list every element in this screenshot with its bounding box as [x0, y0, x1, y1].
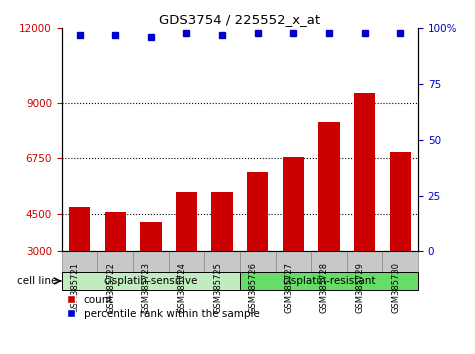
- Text: cell line: cell line: [17, 276, 57, 286]
- FancyBboxPatch shape: [240, 251, 276, 272]
- Text: GSM385727: GSM385727: [285, 262, 293, 313]
- FancyBboxPatch shape: [169, 251, 204, 272]
- Bar: [176, 192, 197, 326]
- FancyBboxPatch shape: [133, 251, 169, 272]
- Text: GSM385722: GSM385722: [106, 262, 115, 313]
- Text: cisplatin-sensitive: cisplatin-sensitive: [104, 276, 198, 286]
- Bar: [318, 122, 340, 326]
- Bar: [140, 222, 162, 326]
- Legend: count, percentile rank within the sample: count, percentile rank within the sample: [67, 295, 259, 319]
- Text: GSM385724: GSM385724: [178, 262, 186, 313]
- Text: cisplatin-resistant: cisplatin-resistant: [282, 276, 376, 286]
- Text: GSM385721: GSM385721: [71, 262, 80, 313]
- Bar: [390, 152, 411, 326]
- Text: GSM385729: GSM385729: [356, 262, 365, 313]
- FancyBboxPatch shape: [204, 251, 240, 272]
- Text: GSM385723: GSM385723: [142, 262, 151, 313]
- Text: GSM385726: GSM385726: [249, 262, 257, 313]
- Text: GSM385725: GSM385725: [213, 262, 222, 313]
- Bar: [354, 93, 375, 326]
- Text: GSM385730: GSM385730: [391, 262, 400, 313]
- Bar: [283, 157, 304, 326]
- Title: GDS3754 / 225552_x_at: GDS3754 / 225552_x_at: [159, 13, 321, 26]
- FancyBboxPatch shape: [62, 251, 97, 272]
- FancyBboxPatch shape: [311, 251, 347, 272]
- FancyBboxPatch shape: [347, 251, 382, 272]
- Bar: [247, 172, 268, 326]
- FancyBboxPatch shape: [240, 272, 418, 290]
- FancyBboxPatch shape: [382, 251, 418, 272]
- Bar: [104, 212, 126, 326]
- FancyBboxPatch shape: [97, 251, 133, 272]
- FancyBboxPatch shape: [276, 251, 311, 272]
- FancyBboxPatch shape: [62, 272, 240, 290]
- Text: GSM385728: GSM385728: [320, 262, 329, 313]
- Bar: [211, 192, 233, 326]
- Bar: [69, 207, 90, 326]
